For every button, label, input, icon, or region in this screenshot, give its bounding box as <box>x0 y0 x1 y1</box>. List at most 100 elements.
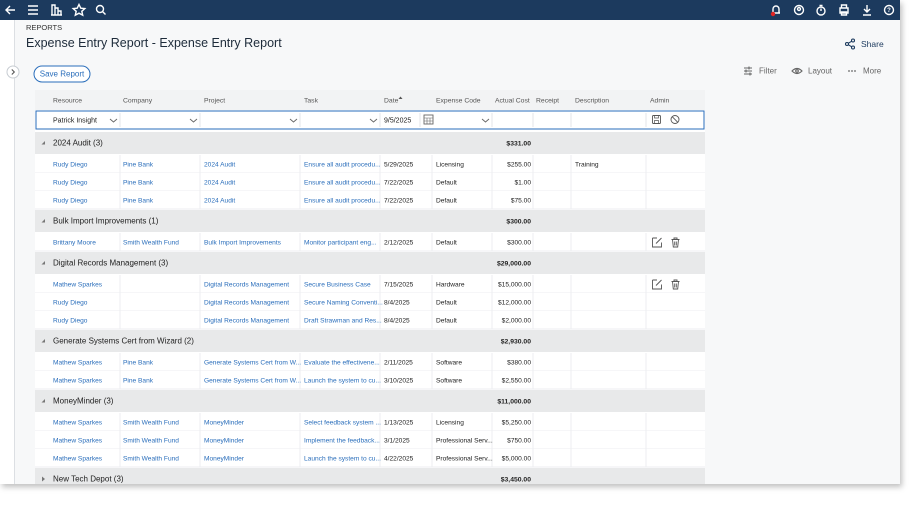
sidebar-toggle[interactable] <box>6 65 20 79</box>
back-icon[interactable] <box>5 5 15 15</box>
cell-project[interactable]: MoneyMinder <box>204 455 245 462</box>
cell-company[interactable]: Pine Bank <box>123 359 154 366</box>
group-toggle[interactable] <box>41 399 46 403</box>
timer-icon[interactable] <box>816 6 826 16</box>
save-report-button[interactable] <box>33 65 91 83</box>
column-header[interactable]: Description <box>575 97 609 104</box>
cell-company[interactable]: Smith Wealth Fund <box>123 455 179 462</box>
column-header[interactable]: Receipt <box>536 97 559 104</box>
cell-project[interactable]: MoneyMinder <box>204 419 245 426</box>
cell-project[interactable]: Bulk Import Improvements <box>204 239 282 246</box>
menu-icon[interactable] <box>28 5 38 15</box>
dropdown-caret[interactable] <box>289 118 298 123</box>
cell-company[interactable]: Pine Bank <box>123 377 154 384</box>
cell-resource[interactable]: Rudy Diego <box>53 317 88 324</box>
cell-task[interactable]: Draft Strawman and Res... <box>304 317 382 324</box>
filter-icon[interactable] <box>744 66 752 76</box>
cell-resource[interactable]: Mathew Sparkes <box>53 455 103 462</box>
profile-icon[interactable] <box>793 4 805 16</box>
column-header[interactable]: Project <box>204 97 225 104</box>
cell-company[interactable]: Smith Wealth Fund <box>123 437 179 444</box>
entry-date[interactable]: 9/5/2025 <box>384 117 411 124</box>
cell-project[interactable]: 2024 Audit <box>204 161 235 168</box>
group-row[interactable] <box>35 330 705 352</box>
layout-label[interactable]: Layout <box>808 67 833 76</box>
group-row[interactable] <box>35 252 705 274</box>
search-icon[interactable] <box>95 4 105 14</box>
breadcrumb[interactable]: REPORTS <box>26 23 62 32</box>
group-row[interactable] <box>35 468 705 490</box>
cell-task[interactable]: Secure Naming Conventi... <box>304 299 383 306</box>
cell-project[interactable]: Digital Records Management <box>204 299 289 306</box>
print-icon[interactable] <box>839 4 849 16</box>
share-label[interactable]: Share <box>861 39 884 49</box>
cell-company[interactable]: Pine Bank <box>123 161 154 168</box>
column-header[interactable]: Task <box>304 97 319 104</box>
more-icon[interactable] <box>848 70 856 72</box>
cell-task[interactable]: Monitor participant eng... <box>304 239 377 246</box>
cancel-entry-icon[interactable] <box>670 115 680 124</box>
cell-task[interactable]: Launch the system to cu... <box>304 455 381 462</box>
dropdown-caret[interactable] <box>189 118 198 123</box>
cell-task[interactable]: Evaluate the effectivene... <box>304 359 380 366</box>
cell-project[interactable]: Generate Systems Cert from W... <box>204 377 301 384</box>
cell-task[interactable]: Ensure all audit procedu... <box>304 179 381 186</box>
group-row[interactable] <box>35 210 705 232</box>
cell-task[interactable]: Implement the feedback... <box>304 437 380 444</box>
edit-icon[interactable] <box>652 237 662 248</box>
dropdown-caret[interactable] <box>369 118 378 123</box>
cell-task[interactable]: Select feedback system ... <box>304 419 381 426</box>
column-header[interactable]: Date <box>384 97 399 104</box>
group-toggle[interactable] <box>41 339 46 343</box>
cell-project[interactable]: Digital Records Management <box>204 317 289 324</box>
group-toggle[interactable] <box>42 476 45 482</box>
cell-project[interactable]: 2024 Audit <box>204 179 235 186</box>
save-entry-icon[interactable] <box>652 115 661 124</box>
download-icon[interactable] <box>863 5 871 16</box>
group-toggle[interactable] <box>41 261 46 265</box>
cell-task[interactable]: Ensure all audit procedu... <box>304 161 381 168</box>
cell-company[interactable]: Pine Bank <box>123 179 154 186</box>
cell-project[interactable]: MoneyMinder <box>204 437 245 444</box>
cell-resource[interactable]: Mathew Sparkes <box>53 419 103 426</box>
share-button[interactable]: Share <box>844 38 884 50</box>
cell-resource[interactable]: Mathew Sparkes <box>53 281 103 288</box>
cell-task[interactable]: Launch the system to cu... <box>304 377 381 384</box>
dropdown-caret[interactable] <box>481 118 490 123</box>
filter-label[interactable]: Filter <box>759 67 777 76</box>
column-header[interactable]: Admin <box>650 97 669 104</box>
cell-resource[interactable]: Mathew Sparkes <box>53 437 103 444</box>
cell-project[interactable]: Generate Systems Cert from W... <box>204 359 301 366</box>
cell-resource[interactable]: Rudy Diego <box>53 161 88 168</box>
column-header[interactable]: Company <box>123 97 153 104</box>
group-row[interactable] <box>35 390 705 412</box>
delete-icon[interactable] <box>671 237 680 248</box>
cell-resource[interactable]: Brittany Moore <box>53 239 96 246</box>
group-toggle[interactable] <box>41 219 46 223</box>
cell-company[interactable]: Pine Bank <box>123 197 154 204</box>
cell-project[interactable]: Digital Records Management <box>204 281 289 288</box>
cell-resource[interactable]: Mathew Sparkes <box>53 359 103 366</box>
cell-resource[interactable]: Rudy Diego <box>53 179 88 186</box>
entry-resource[interactable]: Patrick Insight <box>53 117 97 124</box>
cell-resource[interactable]: Rudy Diego <box>53 299 88 306</box>
calendar-icon[interactable] <box>423 114 434 125</box>
favorites-icon[interactable] <box>71 2 87 17</box>
layout-icon[interactable] <box>791 67 803 75</box>
column-header[interactable]: Resource <box>53 97 82 104</box>
delete-icon[interactable] <box>671 279 680 290</box>
cell-task[interactable]: Secure Business Case <box>304 281 371 288</box>
cell-company[interactable]: Smith Wealth Fund <box>123 419 179 426</box>
help-icon[interactable] <box>883 4 895 16</box>
cell-task[interactable]: Ensure all audit procedu... <box>304 197 381 204</box>
edit-icon[interactable] <box>652 279 662 290</box>
cell-resource[interactable]: Mathew Sparkes <box>53 377 103 384</box>
cell-company[interactable]: Smith Wealth Fund <box>123 239 179 246</box>
cell-project[interactable]: 2024 Audit <box>204 197 235 204</box>
cell-resource[interactable]: Rudy Diego <box>53 197 88 204</box>
group-toggle[interactable] <box>41 141 46 145</box>
dropdown-caret[interactable] <box>109 118 118 123</box>
save-report-label[interactable]: Save Report <box>40 70 85 79</box>
more-label[interactable]: More <box>863 67 882 76</box>
column-header[interactable]: Expense Code <box>436 97 481 104</box>
